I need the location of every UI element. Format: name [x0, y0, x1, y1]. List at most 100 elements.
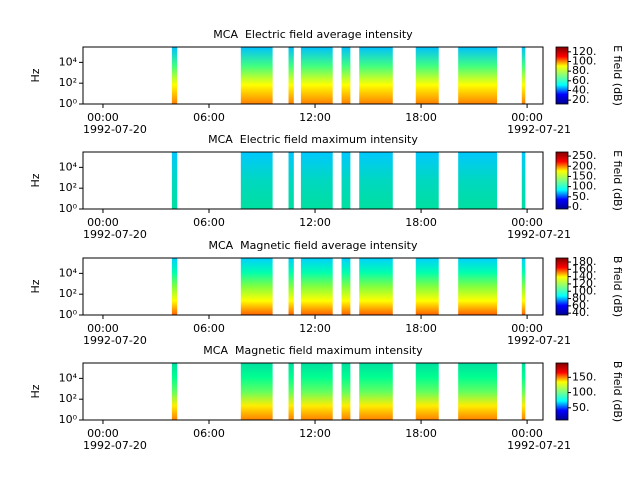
- colorbar-tick-label: 40.: [572, 306, 590, 319]
- data-segment: [240, 363, 273, 420]
- x-date-label: 1992-07-20: [83, 439, 147, 452]
- colorbar-tick-label: 80.: [572, 292, 590, 305]
- data-segment: [521, 363, 526, 420]
- x-tick-label: 18:00: [405, 322, 437, 335]
- colorbar-tick-label: 150.: [572, 169, 597, 182]
- colorbar: [555, 257, 569, 316]
- data-segment: [415, 363, 439, 420]
- data-segment: [171, 363, 178, 420]
- data-segment: [300, 47, 333, 104]
- x-tick-label: 12:00: [299, 427, 331, 440]
- colorbar-tick-label: 60.: [572, 299, 590, 312]
- chart-title: MCA Electric field maximum intensity: [208, 133, 418, 146]
- data-segment: [458, 258, 498, 315]
- data-segment: [171, 47, 178, 104]
- x-date-label: 1992-07-21: [507, 123, 571, 136]
- data-segment: [341, 152, 351, 209]
- x-date-label: 1992-07-21: [507, 228, 571, 241]
- y-tick-label: 10²: [59, 392, 77, 405]
- data-segment: [240, 258, 273, 315]
- colorbar-tick-label: 120.: [572, 45, 597, 58]
- y-axis-label: Hz: [29, 279, 42, 293]
- data-segment: [415, 47, 439, 104]
- colorbar-tick-label: 180.: [572, 255, 597, 268]
- colorbar-tick-label: 80.: [572, 64, 590, 77]
- data-segment: [171, 258, 178, 315]
- y-tick-label: 10⁴: [59, 266, 78, 279]
- y-tick-label: 10⁰: [59, 413, 78, 426]
- plot-frame: [82, 151, 544, 210]
- y-tick-label: 10⁴: [59, 55, 78, 68]
- x-tick-label: 00:00: [87, 216, 119, 229]
- chart-title: MCA Magnetic field maximum intensity: [203, 344, 423, 357]
- x-date-label: 1992-07-21: [507, 439, 571, 452]
- data-segment: [300, 363, 333, 420]
- chart-title: MCA Electric field average intensity: [213, 28, 413, 41]
- plot-frame: [82, 257, 544, 316]
- y-tick-label: 10²: [59, 76, 77, 89]
- y-tick-label: 10⁰: [59, 97, 78, 110]
- x-tick-label: 00:00: [511, 216, 543, 229]
- y-tick-label: 10⁴: [59, 371, 78, 384]
- x-tick-label: 18:00: [405, 111, 437, 124]
- data-segment: [288, 47, 294, 104]
- colorbar-label: B field (dB): [611, 256, 624, 317]
- x-tick-label: 00:00: [511, 111, 543, 124]
- x-tick-label: 06:00: [193, 216, 225, 229]
- data-segment: [458, 152, 498, 209]
- plot-frame: [82, 46, 544, 105]
- colorbar-tick-label: 100.: [572, 386, 597, 399]
- data-segment: [341, 363, 351, 420]
- data-segment: [458, 47, 498, 104]
- data-segment: [415, 152, 439, 209]
- x-date-label: 1992-07-21: [507, 334, 571, 347]
- colorbar-tick-label: 0.: [572, 200, 583, 213]
- data-segment: [458, 363, 498, 420]
- colorbar-tick-label: 150.: [572, 370, 597, 383]
- colorbar-tick-label: 100.: [572, 180, 597, 193]
- y-tick-label: 10²: [59, 181, 77, 194]
- data-segment: [521, 47, 526, 104]
- colorbar-tick-label: 50.: [572, 401, 590, 414]
- colorbar-tick-label: 60.: [572, 74, 590, 87]
- data-segment: [341, 258, 351, 315]
- colorbar: [555, 46, 569, 105]
- colorbar-tick-label: 140.: [572, 270, 597, 283]
- data-segment: [521, 152, 526, 209]
- x-date-label: 1992-07-20: [83, 228, 147, 241]
- data-segment: [288, 258, 294, 315]
- x-tick-label: 18:00: [405, 216, 437, 229]
- data-segment: [359, 363, 393, 420]
- colorbar-tick-label: 250.: [572, 149, 597, 162]
- colorbar-tick-label: 100.: [572, 54, 597, 67]
- data-segment: [288, 152, 294, 209]
- colorbar: [555, 362, 569, 421]
- x-tick-label: 12:00: [299, 322, 331, 335]
- chart-title: MCA Magnetic field average intensity: [208, 239, 417, 252]
- x-tick-label: 00:00: [87, 111, 119, 124]
- data-segment: [240, 47, 273, 104]
- data-segment: [288, 363, 294, 420]
- x-tick-label: 06:00: [193, 322, 225, 335]
- colorbar: [555, 151, 569, 210]
- x-tick-label: 00:00: [511, 322, 543, 335]
- y-axis-label: Hz: [29, 173, 42, 187]
- x-tick-label: 18:00: [405, 427, 437, 440]
- y-tick-label: 10²: [59, 287, 77, 300]
- colorbar-label: B field (dB): [611, 361, 624, 422]
- y-axis-label: Hz: [29, 384, 42, 398]
- y-tick-label: 10⁰: [59, 308, 78, 321]
- data-segment: [300, 258, 333, 315]
- x-tick-label: 00:00: [511, 427, 543, 440]
- data-segment: [240, 152, 273, 209]
- colorbar-tick-label: 50.: [572, 190, 590, 203]
- y-tick-label: 10⁰: [59, 202, 78, 215]
- data-segment: [359, 47, 393, 104]
- x-date-label: 1992-07-20: [83, 334, 147, 347]
- colorbar-label: E field (dB): [611, 45, 624, 106]
- x-tick-label: 12:00: [299, 216, 331, 229]
- x-tick-label: 06:00: [193, 427, 225, 440]
- colorbar-tick-label: 120.: [572, 277, 597, 290]
- data-segment: [300, 152, 333, 209]
